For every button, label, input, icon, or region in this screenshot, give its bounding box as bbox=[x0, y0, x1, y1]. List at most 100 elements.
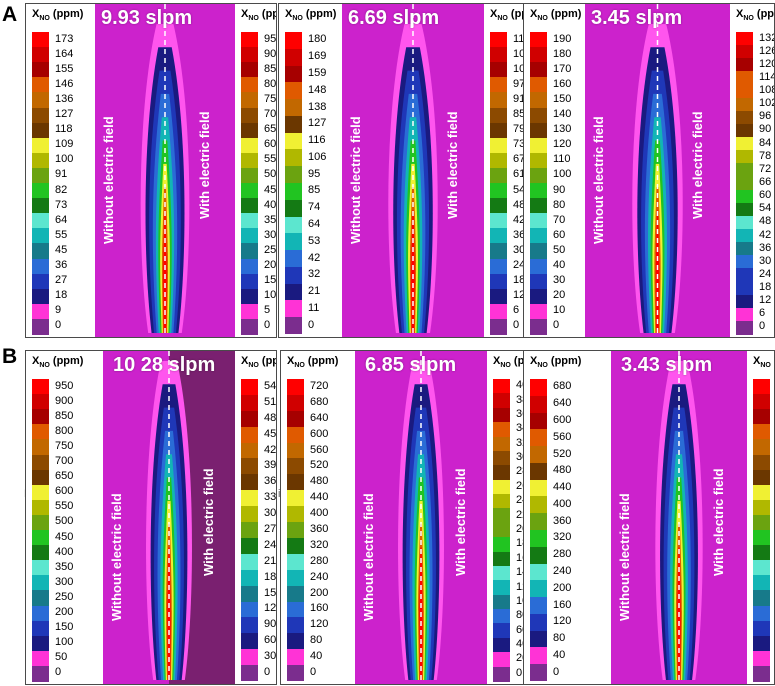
colorbar-title-symbol: X bbox=[530, 8, 538, 20]
colorbar-tick-label: 560 bbox=[310, 443, 329, 456]
colorbar-title-symbol: X bbox=[753, 355, 761, 367]
colorbar-swatch bbox=[241, 569, 258, 586]
colorbar-tick-label: 42 bbox=[513, 213, 526, 226]
colorbar-swatch bbox=[736, 215, 753, 230]
flame-contour-band bbox=[655, 210, 660, 333]
nox-panel: XNO (ppm) 180 169 159 148 138 127 116 106 95 85 74 6… bbox=[278, 3, 530, 338]
colorbar-swatch bbox=[285, 250, 302, 268]
colorbar-swatch bbox=[241, 137, 258, 154]
flame-svg bbox=[611, 351, 747, 684]
colorbar-swatch bbox=[32, 469, 49, 486]
colorbar-tick-label: 20 bbox=[553, 289, 566, 302]
colorbar-swatch bbox=[493, 652, 510, 668]
colorbar-swatch bbox=[287, 379, 304, 395]
colorbar-tick-label: 64 bbox=[308, 217, 321, 230]
left-colorbar: XNO (ppm) 190 180 170 160 150 140 130 120 110 100 9… bbox=[526, 8, 592, 337]
flow-rate-label: 6.69 slpm bbox=[348, 7, 440, 29]
colorbar-tick-label: 95 bbox=[308, 167, 321, 180]
colorbar-swatch bbox=[490, 288, 507, 305]
colorbar-tick-label: 164 bbox=[55, 47, 74, 60]
colorbar-swatch bbox=[753, 530, 770, 546]
colorbar-swatch bbox=[530, 479, 547, 497]
flame-contour-plot: 3.43 slpm Without electric field With elec… bbox=[611, 351, 747, 684]
colorbar-swatch bbox=[241, 288, 258, 305]
colorbar-swatch bbox=[736, 202, 753, 217]
right-colorbar: XNO (ppm)1321261201141081029690847872666… bbox=[732, 8, 774, 337]
flame-svg bbox=[342, 4, 484, 337]
colorbar-tick-label: 118 bbox=[55, 123, 73, 136]
colorbar-swatch bbox=[241, 426, 258, 443]
colorbar-swatch bbox=[736, 189, 753, 204]
colorbar-tick-label: 450 bbox=[55, 530, 74, 543]
colorbar-title-unit: (ppm) bbox=[49, 355, 84, 367]
colorbar-title: XNO (ppm) bbox=[530, 355, 581, 369]
colorbar-tick-label: 24 bbox=[759, 267, 772, 280]
colorbar-tick-label: 0 bbox=[516, 666, 523, 679]
colorbar-tick-label: 126 bbox=[759, 44, 774, 57]
colorbar-swatch bbox=[241, 183, 258, 199]
colorbar-swatch bbox=[493, 609, 510, 625]
colorbar-swatch bbox=[530, 530, 547, 547]
colorbar-tick-label: 48 bbox=[759, 215, 772, 228]
colorbar-swatch bbox=[32, 183, 49, 199]
colorbar-swatch bbox=[285, 300, 302, 318]
colorbar-swatch bbox=[287, 506, 304, 523]
colorbar-swatch bbox=[32, 635, 49, 652]
colorbar-title-subscript: NO bbox=[248, 362, 259, 369]
colorbar-swatch bbox=[241, 633, 258, 650]
colorbar-tick-label: 390 bbox=[264, 459, 277, 472]
colorbar-swatch bbox=[493, 623, 510, 639]
colorbar-tick-label: 420 bbox=[264, 443, 277, 456]
colorbar-tick-label: 140 bbox=[553, 108, 572, 121]
colorbar-tick-label: 65 bbox=[264, 123, 277, 136]
colorbar-swatch bbox=[287, 394, 304, 411]
colorbar-swatch bbox=[493, 522, 510, 538]
colorbar-tick-label: 12 bbox=[513, 289, 526, 302]
colorbar-tick-label: 270 bbox=[264, 523, 277, 535]
colorbar-swatch bbox=[493, 450, 510, 466]
colorbar-tick-label: 9 bbox=[55, 304, 62, 317]
colorbar-tick-label: 90 bbox=[264, 618, 277, 631]
colorbar-title-unit: (ppm) bbox=[771, 355, 775, 367]
colorbar-swatch bbox=[490, 258, 507, 275]
colorbar-tick-label: 136 bbox=[55, 92, 74, 105]
colorbar-swatch bbox=[530, 243, 547, 260]
colorbar-tick-label: 200 bbox=[553, 581, 572, 594]
colorbar-swatch bbox=[530, 546, 547, 564]
without-field-label: Without electric field bbox=[348, 116, 363, 244]
colorbar-swatch bbox=[753, 469, 770, 486]
colorbar-tick-label: 720 bbox=[310, 379, 329, 392]
colorbar-swatch bbox=[32, 122, 49, 139]
colorbar-swatch bbox=[287, 410, 304, 427]
colorbar-tick-label: 650 bbox=[55, 470, 74, 483]
colorbar-swatch bbox=[241, 167, 258, 184]
colorbar-swatch bbox=[530, 258, 547, 275]
colorbar-tick-label: 360 bbox=[264, 475, 277, 488]
colorbar-swatch bbox=[736, 97, 753, 112]
left-colorbar: XNO (ppm) 950 900 850 800 750 700 650 600 550 500 4… bbox=[28, 355, 94, 684]
colorbar-swatch bbox=[241, 228, 258, 245]
colorbar-title-symbol: X bbox=[490, 8, 498, 20]
colorbar-swatch bbox=[736, 110, 753, 125]
colorbar-tick-label: 18 bbox=[513, 274, 526, 287]
colorbar-tick-label: 440 bbox=[553, 481, 572, 494]
colorbar-tick-label: 40 bbox=[310, 650, 323, 663]
colorbar-swatch bbox=[530, 137, 547, 154]
colorbar-tick-label: 109 bbox=[55, 138, 74, 151]
colorbar-swatch bbox=[493, 379, 510, 394]
colorbar-swatch bbox=[736, 176, 753, 191]
colorbar-swatch bbox=[287, 522, 304, 539]
colorbar-swatch bbox=[32, 77, 49, 94]
colorbar-tick-label: 50 bbox=[553, 243, 566, 256]
colorbar-tick-label: 127 bbox=[55, 108, 74, 121]
colorbar-swatch bbox=[241, 107, 258, 124]
colorbar-tick-label: 700 bbox=[55, 455, 74, 468]
colorbar-tick-label: 30 bbox=[759, 254, 772, 267]
colorbar-tick-label: 640 bbox=[310, 411, 329, 424]
colorbar-tick-label: 10 bbox=[264, 289, 277, 302]
colorbar-tick-label: 50 bbox=[264, 168, 277, 181]
colorbar-tick-label: 560 bbox=[553, 430, 572, 443]
colorbar-swatch bbox=[530, 107, 547, 124]
flame-contour-band bbox=[411, 210, 415, 333]
colorbar-tick-label: 0 bbox=[513, 319, 520, 332]
